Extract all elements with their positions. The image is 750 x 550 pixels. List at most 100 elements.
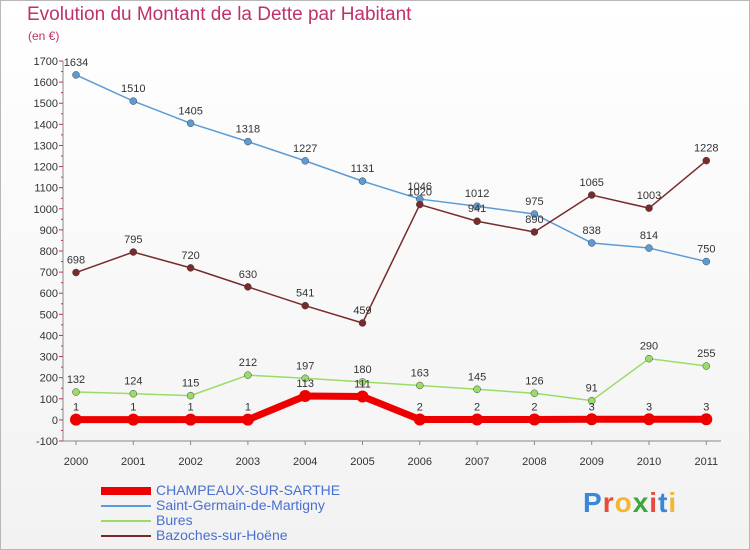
legend-swatch [101,487,151,495]
legend-swatch [101,505,151,507]
series-line [75,74,707,263]
data-point [70,413,82,426]
data-point [129,248,138,256]
data-label: 1634 [64,57,88,69]
unit-label: (en €) [28,29,60,43]
x-tick-label: 2011 [694,456,718,468]
data-point [186,264,195,272]
data-point [184,413,197,426]
data-label: 750 [697,244,715,256]
data-label: 541 [296,288,314,300]
data-label: 1012 [465,188,489,200]
x-tick-label: 2006 [408,456,432,468]
data-point [129,97,138,105]
data-label: 290 [640,341,658,353]
data-label: 1 [73,402,79,414]
legend-swatch [101,535,151,537]
y-tick-label: 400 [40,330,58,342]
data-point [643,413,655,426]
data-point [471,413,484,426]
data-label: 1065 [579,177,603,189]
data-point [301,374,309,383]
data-point [129,389,138,398]
data-label: 1020 [408,187,432,199]
data-point [702,257,711,266]
data-label: 1131 [351,163,375,175]
y-tick-label: 1700 [34,56,58,68]
data-point [186,119,195,128]
data-point [473,385,481,394]
data-label: 3 [703,401,709,413]
data-point [244,371,252,379]
data-point [473,217,481,225]
y-tick-label: 200 [40,373,58,385]
data-label: 1227 [293,143,317,155]
data-label: 975 [525,196,543,208]
data-label: 1510 [121,83,145,95]
y-tick-label: 100 [40,394,58,406]
x-tick-label: 2007 [465,456,489,468]
proxiti-logo: Proxiti [583,487,678,518]
data-point [299,390,312,403]
data-point [358,378,367,386]
data-point [356,390,369,403]
data-point [72,71,80,79]
y-tick-label: 700 [40,267,58,279]
data-point [416,381,424,390]
data-label: 2 [531,401,537,413]
data-point [244,283,252,291]
data-point [702,156,711,165]
data-label: 113 [296,378,314,390]
data-point [587,239,596,247]
y-tick-label: 1500 [34,98,58,110]
data-label: 1 [188,402,194,414]
data-label: 1 [245,402,251,414]
data-label: 180 [353,364,371,376]
data-point [244,137,252,146]
data-label: 1228 [694,143,718,155]
chart-title: Evolution du Montant de la Dette par Hab… [27,4,412,25]
x-tick-label: 2009 [579,456,603,468]
x-tick-label: 2000 [64,456,88,468]
data-label: 212 [239,357,257,369]
x-tick-label: 2010 [637,456,661,468]
data-label: 115 [182,378,200,390]
data-label: 126 [525,375,543,387]
y-tick-label: 1000 [34,204,58,216]
data-label: 111 [354,378,371,390]
data-label: 163 [411,367,429,379]
data-label: 838 [583,225,601,237]
legend-label: Bazoches-sur-Hoëne [156,527,288,543]
data-point [358,319,367,327]
series-line [75,160,707,324]
x-tick-label: 2008 [522,456,546,468]
y-tick-label: 300 [40,352,58,364]
y-tick-label: 1300 [34,140,58,152]
data-point [72,388,80,396]
data-label: 890 [525,214,543,226]
data-label: 1318 [236,124,260,136]
legend-label: CHAMPEAUX-SUR-SARTHE [156,482,341,498]
data-label: 3 [646,401,652,413]
data-point [585,413,598,426]
data-label: 1003 [637,190,661,202]
data-label: 2 [417,401,423,413]
data-label: 698 [67,255,85,267]
y-tick-label: 1100 [34,183,58,195]
y-tick-label: 1200 [34,162,58,174]
y-tick-label: 600 [40,288,58,300]
y-tick-label: -100 [36,436,58,448]
data-label: 720 [181,250,199,262]
data-point [528,413,541,426]
y-tick-label: 0 [52,415,58,427]
data-label: 459 [353,305,371,317]
x-tick-label: 2003 [236,456,260,468]
data-point [700,413,713,426]
data-label: 1405 [178,105,202,117]
data-point [72,268,80,277]
x-tick-label: 2002 [178,456,202,468]
data-point [186,391,195,400]
data-point [587,396,596,405]
data-point [587,191,596,199]
data-point [301,157,309,165]
